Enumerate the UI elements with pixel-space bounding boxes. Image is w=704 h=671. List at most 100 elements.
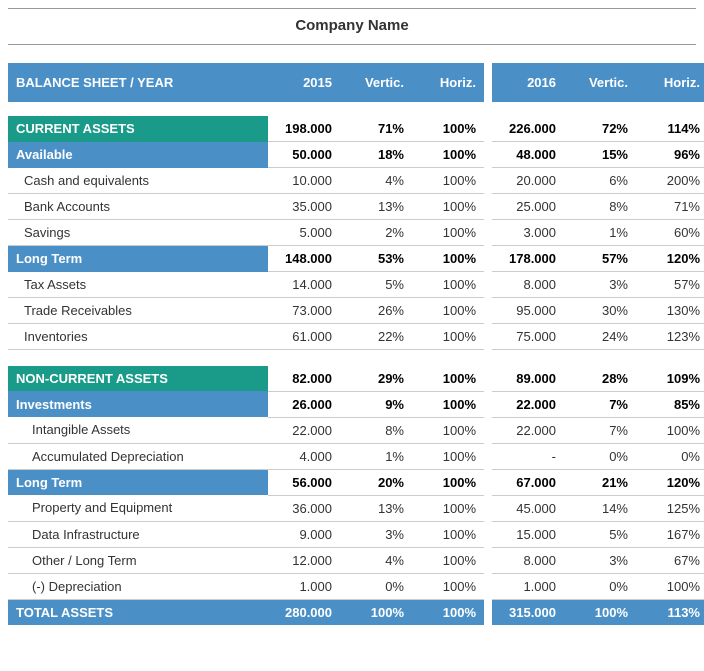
vertic-2015: 3% — [340, 521, 412, 547]
horiz-2016: 109% — [636, 366, 704, 392]
vertic-2015: 100% — [340, 599, 412, 625]
sub-row: Investments26.0009%100%22.0007%85% — [8, 391, 704, 417]
val-2015: 36.000 — [268, 495, 340, 521]
row-label: CURRENT ASSETS — [8, 116, 268, 142]
row-row: Intangible Assets22.0008%100%22.0007%100… — [8, 417, 704, 443]
val-2016: 1.000 — [492, 573, 564, 599]
row-row: Savings5.0002%100%3.0001%60% — [8, 220, 704, 246]
row-label: NON-CURRENT ASSETS — [8, 366, 268, 392]
sub-row: Available50.00018%100%48.00015%96% — [8, 142, 704, 168]
horiz-2016: 114% — [636, 116, 704, 142]
horiz-2016: 200% — [636, 168, 704, 194]
val-2015: 26.000 — [268, 391, 340, 417]
vertic-2015: 1% — [340, 443, 412, 469]
row-label: Property and Equipment — [8, 495, 268, 521]
horiz-2015: 100% — [412, 194, 484, 220]
horiz-2015: 100% — [412, 366, 484, 392]
vertic-2016: 7% — [564, 417, 636, 443]
row-row: Property and Equipment36.00013%100%45.00… — [8, 495, 704, 521]
vertic-2015: 13% — [340, 495, 412, 521]
val-2016: 315.000 — [492, 599, 564, 625]
val-2015: 73.000 — [268, 298, 340, 324]
horiz-2015: 100% — [412, 573, 484, 599]
blank-row — [8, 350, 704, 366]
vertic-2015: 4% — [340, 547, 412, 573]
row-label: Accumulated Depreciation — [8, 443, 268, 469]
header-year-2016: 2016 — [492, 63, 564, 102]
vertic-2016: 0% — [564, 573, 636, 599]
row-row: Tax Assets14.0005%100%8.0003%57% — [8, 272, 704, 298]
val-2015: 22.000 — [268, 417, 340, 443]
row-label: (-) Depreciation — [8, 573, 268, 599]
vertic-2016: 8% — [564, 194, 636, 220]
header-row: BALANCE SHEET / YEAR2015Vertic.Horiz.201… — [8, 63, 704, 102]
val-2016: - — [492, 443, 564, 469]
row-row: Bank Accounts35.00013%100%25.0008%71% — [8, 194, 704, 220]
section-row: CURRENT ASSETS198.00071%100%226.00072%11… — [8, 116, 704, 142]
horiz-2015: 100% — [412, 547, 484, 573]
horiz-2015: 100% — [412, 324, 484, 350]
horiz-2016: 71% — [636, 194, 704, 220]
horiz-2016: 113% — [636, 599, 704, 625]
val-2016: 22.000 — [492, 417, 564, 443]
vertic-2016: 14% — [564, 495, 636, 521]
row-label: Other / Long Term — [8, 547, 268, 573]
vertic-2016: 57% — [564, 246, 636, 272]
val-2015: 148.000 — [268, 246, 340, 272]
val-2015: 280.000 — [268, 599, 340, 625]
vertic-2015: 53% — [340, 246, 412, 272]
sub-row: Long Term56.00020%100%67.00021%120% — [8, 469, 704, 495]
vertic-2016: 3% — [564, 547, 636, 573]
row-label: Cash and equivalents — [8, 168, 268, 194]
vertic-2016: 7% — [564, 391, 636, 417]
vertic-2016: 21% — [564, 469, 636, 495]
horiz-2016: 100% — [636, 573, 704, 599]
header-title: BALANCE SHEET / YEAR — [8, 63, 268, 102]
val-2016: 8.000 — [492, 272, 564, 298]
row-label: Bank Accounts — [8, 194, 268, 220]
val-2016: 75.000 — [492, 324, 564, 350]
val-2016: 22.000 — [492, 391, 564, 417]
vertic-2016: 30% — [564, 298, 636, 324]
horiz-2015: 100% — [412, 443, 484, 469]
row-row: Inventories61.00022%100%75.00024%123% — [8, 324, 704, 350]
horiz-2016: 120% — [636, 469, 704, 495]
row-label: Data Infrastructure — [8, 521, 268, 547]
horiz-2016: 167% — [636, 521, 704, 547]
vertic-2016: 1% — [564, 220, 636, 246]
horiz-2016: 60% — [636, 220, 704, 246]
header-horiz-2: Horiz. — [636, 63, 704, 102]
row-label: Trade Receivables — [8, 298, 268, 324]
vertic-2015: 13% — [340, 194, 412, 220]
row-label: TOTAL ASSETS — [8, 599, 268, 625]
vertic-2016: 24% — [564, 324, 636, 350]
vertic-2016: 3% — [564, 272, 636, 298]
row-label: Long Term — [8, 469, 268, 495]
val-2015: 14.000 — [268, 272, 340, 298]
vertic-2015: 2% — [340, 220, 412, 246]
val-2016: 48.000 — [492, 142, 564, 168]
horiz-2016: 57% — [636, 272, 704, 298]
row-row: Accumulated Depreciation4.0001%100%-0%0% — [8, 443, 704, 469]
val-2016: 8.000 — [492, 547, 564, 573]
val-2016: 226.000 — [492, 116, 564, 142]
val-2015: 50.000 — [268, 142, 340, 168]
row-label: Available — [8, 142, 268, 168]
sub-row: Long Term148.00053%100%178.00057%120% — [8, 246, 704, 272]
horiz-2016: 0% — [636, 443, 704, 469]
val-2015: 198.000 — [268, 116, 340, 142]
vertic-2016: 15% — [564, 142, 636, 168]
vertic-2015: 8% — [340, 417, 412, 443]
horiz-2016: 123% — [636, 324, 704, 350]
row-row: Trade Receivables73.00026%100%95.00030%1… — [8, 298, 704, 324]
horiz-2015: 100% — [412, 495, 484, 521]
val-2016: 89.000 — [492, 366, 564, 392]
val-2015: 61.000 — [268, 324, 340, 350]
vertic-2016: 0% — [564, 443, 636, 469]
vertic-2015: 5% — [340, 272, 412, 298]
val-2016: 3.000 — [492, 220, 564, 246]
val-2015: 35.000 — [268, 194, 340, 220]
header-vertic-2: Vertic. — [564, 63, 636, 102]
val-2016: 178.000 — [492, 246, 564, 272]
horiz-2016: 130% — [636, 298, 704, 324]
